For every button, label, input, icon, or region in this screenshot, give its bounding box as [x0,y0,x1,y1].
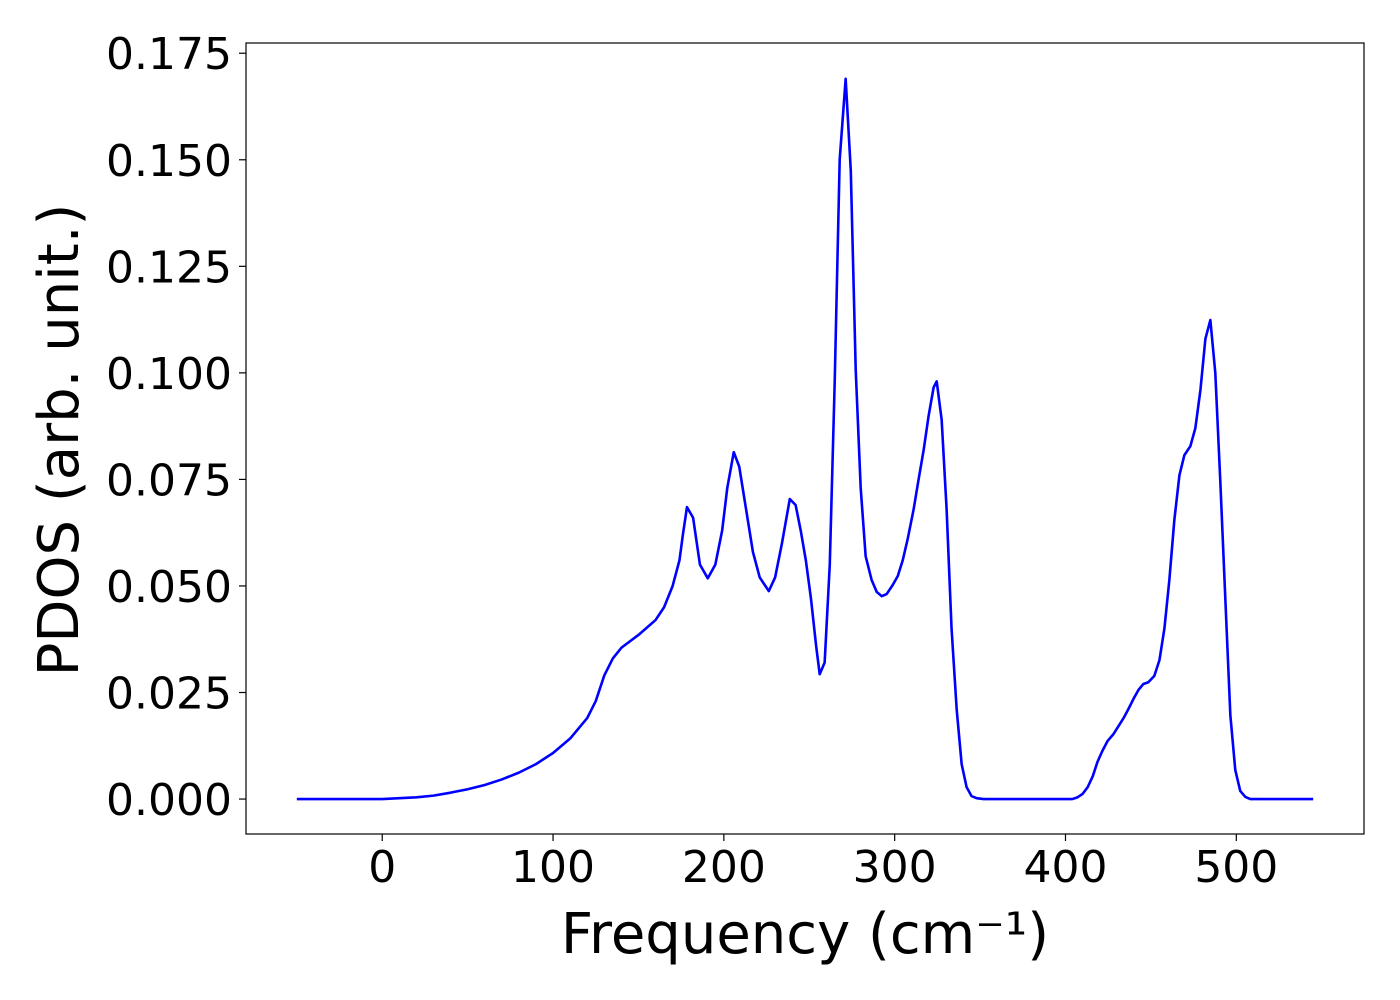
x-axis-label: Frequency (cm⁻¹) [561,902,1049,967]
y-tick-label: 0.125 [106,242,232,293]
x-tick-label: 100 [511,842,595,893]
y-tick-label: 0.100 [106,349,232,400]
y-tick-label: 0.150 [106,136,232,187]
x-tick-label: 300 [853,842,937,893]
y-tick-label: 0.025 [106,669,232,720]
y-tick-label: 0.050 [106,562,232,613]
x-tick-label: 0 [368,842,396,893]
plot-frame [245,42,1365,835]
y-tick-label: 0.175 [106,29,232,80]
x-tick-label: 400 [1024,842,1108,893]
x-tick-label: 200 [682,842,766,893]
x-tick-label: 500 [1194,842,1278,893]
y-axis-label: PDOS (arb. unit.) [27,204,92,677]
data-line [296,77,1314,801]
y-tick-label: 0.075 [106,455,232,506]
y-tick-label: 0.000 [106,775,232,826]
